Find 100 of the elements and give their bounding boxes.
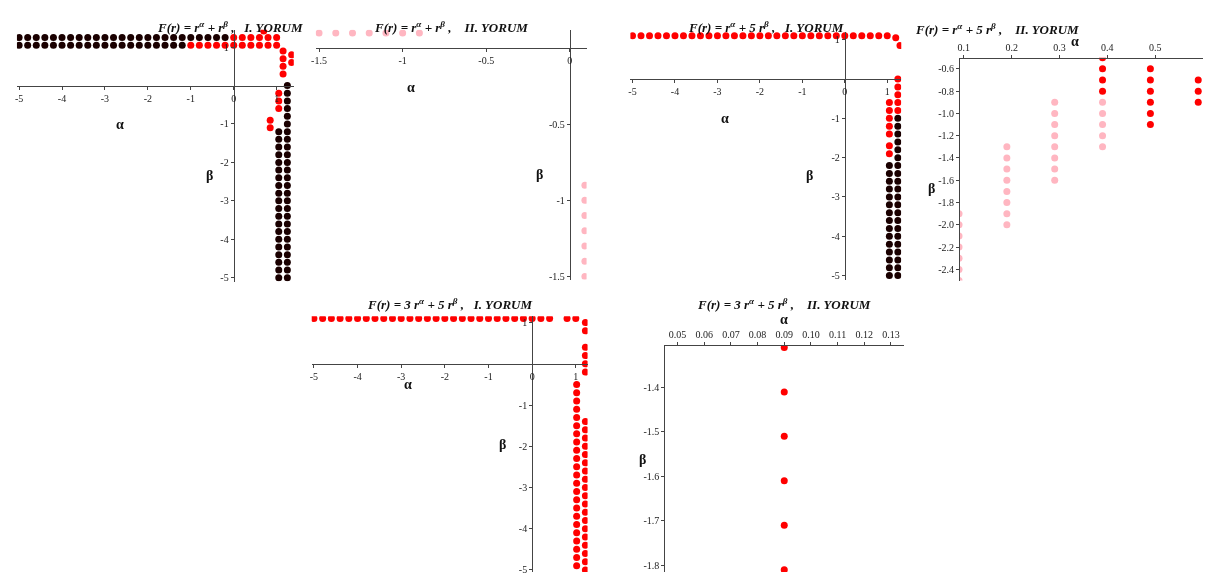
point xyxy=(279,62,287,70)
point xyxy=(144,34,152,42)
point xyxy=(92,34,100,42)
point xyxy=(58,34,66,42)
point xyxy=(894,256,902,264)
point xyxy=(885,201,893,209)
x-tick-label: -2 xyxy=(143,92,153,104)
point xyxy=(118,41,126,49)
point xyxy=(581,558,588,566)
x-tick-label: -0.5 xyxy=(478,55,495,67)
point xyxy=(127,41,135,49)
point xyxy=(178,41,186,49)
point xyxy=(798,32,806,40)
point xyxy=(646,32,653,40)
point xyxy=(275,274,283,282)
x-tick-label: -3 xyxy=(713,86,722,98)
x-tick-label: -1 xyxy=(798,86,807,98)
point xyxy=(581,467,588,475)
point xyxy=(311,316,318,322)
point xyxy=(581,181,587,189)
point xyxy=(581,327,588,335)
point xyxy=(896,42,902,50)
x-tick-label: -1 xyxy=(484,370,493,382)
point xyxy=(581,459,588,467)
point xyxy=(406,316,414,322)
point xyxy=(573,438,581,446)
point xyxy=(152,34,160,42)
point xyxy=(1146,76,1154,84)
point xyxy=(572,316,580,322)
y-tick-label: -1.6 xyxy=(938,174,955,186)
point xyxy=(780,566,788,573)
point xyxy=(858,32,866,40)
y-tick-label: -1 xyxy=(556,194,565,206)
point xyxy=(283,205,291,213)
point xyxy=(894,83,902,91)
point xyxy=(1003,187,1011,195)
point xyxy=(894,169,902,177)
point xyxy=(275,174,283,182)
point xyxy=(885,106,893,114)
point xyxy=(283,197,291,205)
point xyxy=(101,34,109,42)
point xyxy=(1146,98,1154,106)
point xyxy=(266,116,274,124)
point xyxy=(354,316,362,322)
point xyxy=(885,240,893,248)
x-tick-label: -4 xyxy=(670,86,680,98)
chart-title: F(r) = 3 r$^{α}$ + 5 r$^{β}$ , I. YORUM xyxy=(367,296,533,313)
x-tick-label: 1 xyxy=(884,86,890,98)
point xyxy=(275,205,283,213)
point xyxy=(630,32,637,40)
point xyxy=(1099,143,1107,151)
point xyxy=(573,446,581,454)
point xyxy=(885,130,893,138)
point xyxy=(283,274,291,282)
y-tick-label: -1 xyxy=(831,112,840,124)
point xyxy=(581,196,587,204)
point xyxy=(1051,143,1059,151)
point xyxy=(75,34,83,42)
point xyxy=(283,266,291,274)
point xyxy=(92,41,100,49)
point xyxy=(654,32,662,40)
y-tick-label: -4 xyxy=(518,523,528,535)
x-tick-label: 0.4 xyxy=(1101,41,1114,53)
point xyxy=(894,138,902,146)
point xyxy=(1099,65,1107,73)
point xyxy=(288,59,294,66)
point xyxy=(283,158,291,166)
point xyxy=(894,209,902,217)
point xyxy=(885,99,893,107)
point xyxy=(1003,165,1011,173)
point xyxy=(573,562,581,570)
point xyxy=(255,34,263,42)
point xyxy=(885,232,893,240)
point xyxy=(1051,176,1059,184)
point xyxy=(662,32,670,40)
point xyxy=(573,504,581,512)
point xyxy=(275,128,283,136)
y-tick-label: -4 xyxy=(220,233,229,245)
x-tick-label: 1 xyxy=(274,92,280,104)
point xyxy=(894,91,902,99)
point xyxy=(1099,87,1107,95)
point xyxy=(187,34,195,42)
point xyxy=(747,32,755,40)
chart-title: F(r) = 3 r$^{α}$ + 5 r$^{β}$ , II. YORUM xyxy=(697,296,871,313)
x-tick-label: -2 xyxy=(755,86,765,98)
y-tick-label: -1.6 xyxy=(643,470,660,482)
point xyxy=(441,316,449,322)
point xyxy=(780,345,788,351)
point xyxy=(213,34,221,42)
x-tick-label: 0.06 xyxy=(695,329,713,341)
point xyxy=(275,135,283,143)
point xyxy=(204,34,212,42)
x-tick-label: -4 xyxy=(57,92,67,104)
point xyxy=(581,549,588,557)
point xyxy=(573,545,581,553)
point xyxy=(573,455,581,463)
point xyxy=(423,316,431,322)
point xyxy=(581,450,588,458)
point xyxy=(885,264,893,272)
point xyxy=(885,272,893,280)
